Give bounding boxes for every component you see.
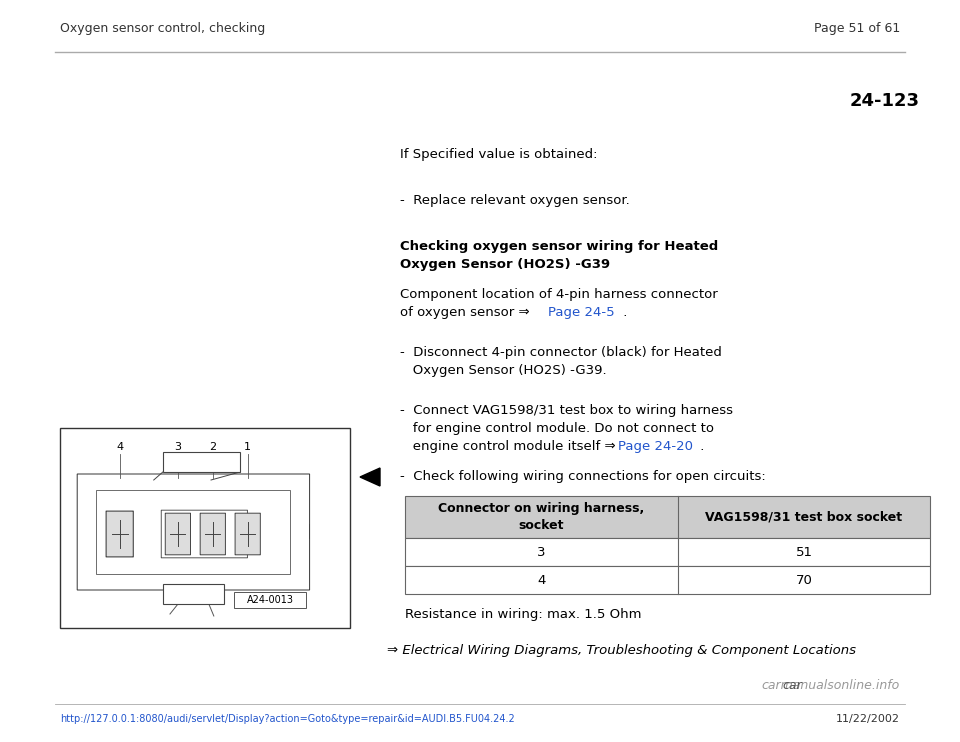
Text: .: . xyxy=(619,306,628,319)
Text: Checking oxygen sensor wiring for Heated: Checking oxygen sensor wiring for Heated xyxy=(400,240,718,253)
Text: 24-123: 24-123 xyxy=(850,92,920,110)
Bar xyxy=(234,592,306,608)
Text: Oxygen sensor control, checking: Oxygen sensor control, checking xyxy=(60,22,265,35)
Text: Resistance in wiring: max. 1.5 Ohm: Resistance in wiring: max. 1.5 Ohm xyxy=(405,608,641,621)
FancyBboxPatch shape xyxy=(81,477,306,587)
Text: A24-0013: A24-0013 xyxy=(247,595,294,605)
Text: Page 24-5: Page 24-5 xyxy=(548,306,614,319)
Text: 2: 2 xyxy=(209,442,216,452)
Text: Connector on wiring harness,
socket: Connector on wiring harness, socket xyxy=(439,502,644,532)
Text: ⇒ Electrical Wiring Diagrams, Troubleshooting & Component Locations: ⇒ Electrical Wiring Diagrams, Troublesho… xyxy=(387,644,856,657)
Bar xyxy=(303,524,308,538)
Text: 51: 51 xyxy=(796,545,812,559)
Text: -  Connect VAG1598/31 test box to wiring harness: - Connect VAG1598/31 test box to wiring … xyxy=(400,404,733,417)
Text: Oxygen Sensor (HO2S) -G39.: Oxygen Sensor (HO2S) -G39. xyxy=(400,364,607,377)
Text: Oxygen Sensor (HO2S) -G39: Oxygen Sensor (HO2S) -G39 xyxy=(400,258,611,271)
Polygon shape xyxy=(360,468,380,486)
Text: engine control module itself ⇒: engine control module itself ⇒ xyxy=(400,440,620,453)
Text: 4: 4 xyxy=(538,574,545,586)
Bar xyxy=(60,428,350,628)
Text: 3: 3 xyxy=(538,545,545,559)
FancyBboxPatch shape xyxy=(161,510,248,558)
Text: car: car xyxy=(782,679,802,692)
Text: Page 51 of 61: Page 51 of 61 xyxy=(814,22,900,35)
Bar xyxy=(405,496,930,538)
Text: -  Check following wiring connections for open circuits:: - Check following wiring connections for… xyxy=(400,470,766,483)
Bar xyxy=(163,452,240,472)
Text: .: . xyxy=(696,440,705,453)
Text: 1: 1 xyxy=(244,442,252,452)
Text: http://127.0.0.1:8080/audi/servlet/Display?action=Goto&type=repair&id=AUDI.B5.FU: http://127.0.0.1:8080/audi/servlet/Displ… xyxy=(60,714,515,724)
Text: 4: 4 xyxy=(116,442,123,452)
Text: -  Replace relevant oxygen sensor.: - Replace relevant oxygen sensor. xyxy=(400,194,630,207)
Text: If Specified value is obtained:: If Specified value is obtained: xyxy=(400,148,597,161)
Text: Component location of 4-pin harness connector: Component location of 4-pin harness conn… xyxy=(400,288,718,301)
FancyBboxPatch shape xyxy=(77,474,309,590)
Bar xyxy=(405,538,930,566)
FancyBboxPatch shape xyxy=(165,513,190,555)
FancyBboxPatch shape xyxy=(84,480,303,584)
Text: 70: 70 xyxy=(796,574,812,586)
Text: for engine control module. Do not connect to: for engine control module. Do not connec… xyxy=(400,422,714,435)
Bar xyxy=(96,490,290,574)
Text: -  Disconnect 4-pin connector (black) for Heated: - Disconnect 4-pin connector (black) for… xyxy=(400,346,722,359)
Text: Page 24-20: Page 24-20 xyxy=(618,440,693,453)
Text: carmanualsonline.info: carmanualsonline.info xyxy=(761,679,900,692)
FancyBboxPatch shape xyxy=(235,513,260,555)
Text: 3: 3 xyxy=(175,442,181,452)
Bar xyxy=(405,566,930,594)
FancyBboxPatch shape xyxy=(107,511,133,557)
Text: 11/22/2002: 11/22/2002 xyxy=(836,714,900,724)
Text: of oxygen sensor ⇒: of oxygen sensor ⇒ xyxy=(400,306,534,319)
Bar xyxy=(78,524,84,538)
Bar xyxy=(162,584,225,604)
Text: VAG1598/31 test box socket: VAG1598/31 test box socket xyxy=(706,510,902,524)
FancyBboxPatch shape xyxy=(201,513,226,555)
